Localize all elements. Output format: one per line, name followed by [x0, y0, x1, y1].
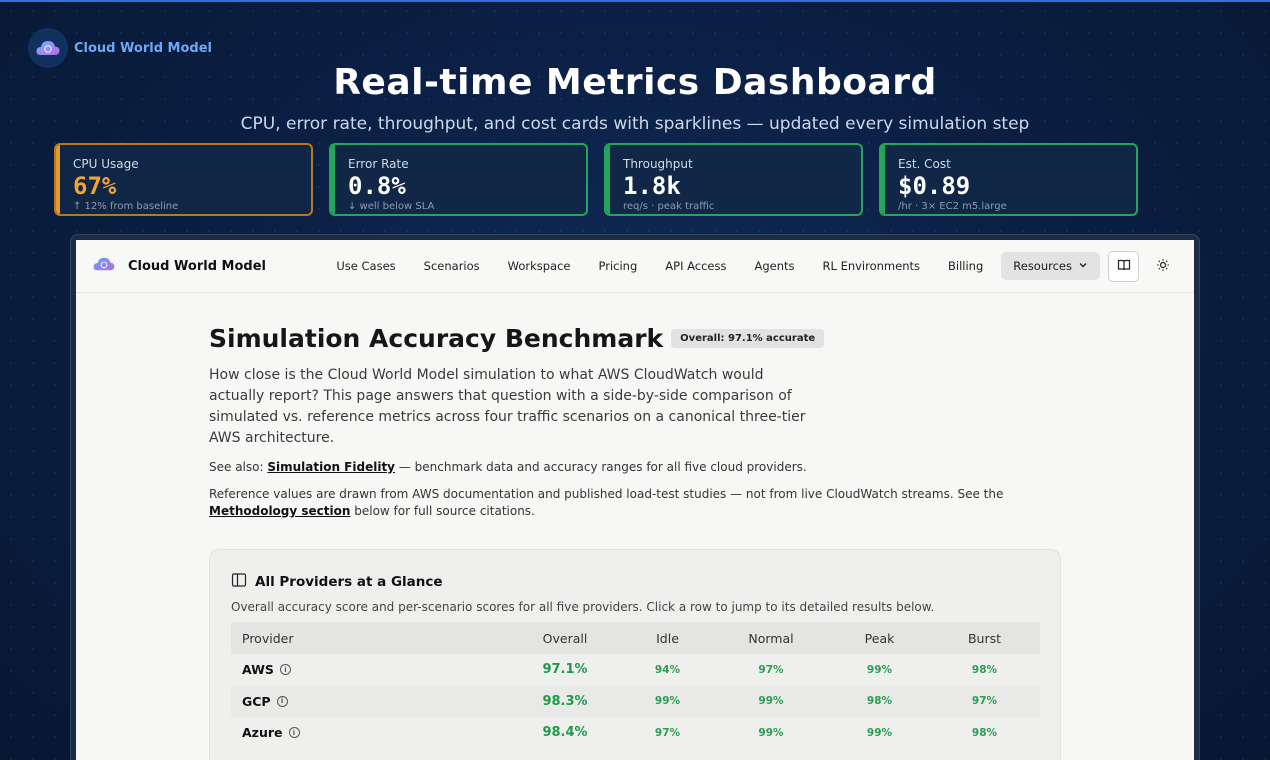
metric-value: $0.89	[898, 172, 971, 200]
overall-score: 97.1%	[542, 662, 588, 678]
methodology-link[interactable]: Methodology section	[209, 504, 351, 518]
docs-button[interactable]	[1108, 250, 1139, 282]
metric-card-error-rate: Error Rate 0.8% ↓ well below SLA	[329, 143, 588, 216]
status-bar	[881, 145, 885, 214]
top-nav: Cloud World Model Use Cases Scenarios Wo…	[76, 240, 1194, 293]
accuracy-badge: Overall: 97.1% accurate	[671, 329, 825, 348]
table-row-azure[interactable]: Azure i 98.4% 97% 99% 99% 98%	[231, 717, 1040, 749]
metric-sub: ↓ well below SLA	[348, 201, 435, 212]
normal-score: 99%	[758, 726, 784, 739]
lead-paragraph: How close is the Cloud World Model simul…	[209, 367, 806, 446]
nav-item-pricing[interactable]: Pricing	[598, 259, 638, 273]
info-icon[interactable]: i	[276, 695, 288, 707]
column-header-normal: Normal	[748, 630, 794, 646]
column-header-peak: Peak	[864, 630, 895, 646]
hero-title: Real-time Metrics Dashboard	[333, 62, 937, 103]
nav-item-billing[interactable]: Billing	[948, 259, 984, 273]
overall-score: 98.3%	[542, 693, 588, 709]
nav-item-use-cases[interactable]: Use Cases	[336, 259, 396, 273]
app-screen: Cloud World Model Use Cases Scenarios Wo…	[76, 240, 1194, 760]
resources-label: Resources	[1013, 259, 1072, 273]
theme-toggle[interactable]	[1147, 251, 1178, 282]
nav-item-rl-environments[interactable]: RL Environments	[822, 259, 920, 273]
table-row-aws[interactable]: AWS i 97.1% 94% 97% 99% 98%	[231, 654, 1040, 686]
columns-icon	[231, 572, 247, 592]
providers-panel: All Providers at a Glance Overall accura…	[209, 549, 1061, 760]
info-icon[interactable]: i	[279, 664, 291, 676]
site-brand[interactable]: Cloud World Model	[28, 28, 212, 68]
table-header-row: Provider Overall Idle Normal Peak Burst	[231, 622, 1040, 654]
normal-score: 97%	[758, 663, 784, 676]
column-header-idle: Idle	[656, 630, 679, 646]
column-header-burst: Burst	[967, 630, 1002, 646]
main-content: Simulation Accuracy Benchmark Overall: 9…	[209, 324, 1069, 520]
metric-cards: CPU Usage 67% ↑ 12% from baseline Error …	[54, 143, 1138, 216]
status-bar	[331, 145, 335, 214]
cloud-logo-icon	[92, 255, 116, 277]
simulation-fidelity-link[interactable]: Simulation Fidelity	[267, 460, 395, 474]
providers-table: Provider Overall Idle Normal Peak Burst …	[231, 622, 1040, 749]
table-row-gcp[interactable]: GCP i 98.3% 99% 99% 98% 97%	[231, 685, 1040, 717]
see-also-suffix: — benchmark data and accuracy ranges for…	[395, 460, 807, 474]
see-also-prefix: See also:	[209, 460, 268, 474]
book-icon	[1117, 257, 1131, 276]
app-brand-name: Cloud World Model	[128, 258, 266, 274]
metric-label: Throughput	[623, 157, 693, 171]
app-brand[interactable]: Cloud World Model	[92, 255, 266, 277]
metric-sub: /hr · 3× EC2 m5.large	[898, 201, 1007, 212]
panel-description: Overall accuracy score and per-scenario …	[231, 600, 935, 614]
see-also-text: See also: Simulation Fidelity — benchmar…	[209, 459, 1069, 476]
overall-score: 98.4%	[542, 725, 588, 741]
status-bar	[606, 145, 610, 214]
top-accent-line	[0, 0, 1270, 2]
hero-subtitle: CPU, error rate, throughput, and cost ca…	[240, 114, 1030, 134]
nav-links: Use Cases Scenarios Workspace Pricing AP…	[322, 250, 1178, 282]
nav-item-workspace[interactable]: Workspace	[507, 259, 571, 273]
nav-item-agents[interactable]: Agents	[754, 259, 795, 273]
reference-text: Reference values are drawn from AWS docu…	[209, 487, 1004, 501]
metric-sub: req/s · peak traffic	[623, 201, 715, 212]
idle-score: 97%	[654, 726, 681, 739]
chevron-down-icon	[1078, 259, 1088, 273]
provider-name: AWS	[242, 662, 274, 678]
sun-icon	[1156, 257, 1170, 276]
peak-score: 98%	[866, 695, 893, 708]
nav-item-api-access[interactable]: API Access	[665, 259, 727, 273]
metric-card-cost: Est. Cost $0.89 /hr · 3× EC2 m5.large	[879, 143, 1138, 216]
peak-score: 99%	[866, 726, 893, 739]
reference-suffix: below for full source citations.	[350, 504, 535, 518]
info-icon[interactable]: i	[288, 727, 300, 739]
burst-score: 97%	[971, 695, 998, 708]
metric-value: 0.8%	[348, 172, 406, 200]
metric-card-throughput: Throughput 1.8k req/s · peak traffic	[604, 143, 863, 216]
metric-label: Est. Cost	[898, 157, 951, 171]
metric-card-cpu: CPU Usage 67% ↑ 12% from baseline	[54, 143, 313, 216]
column-header-provider: Provider	[242, 630, 294, 646]
metric-label: CPU Usage	[73, 157, 139, 171]
normal-score: 99%	[758, 695, 784, 708]
reference-note: Reference values are drawn from AWS docu…	[209, 486, 1069, 520]
metric-value: 67%	[73, 172, 117, 200]
page-title: Simulation Accuracy Benchmark	[209, 324, 664, 353]
burst-score: 98%	[971, 663, 998, 676]
cloud-logo-icon	[28, 28, 68, 68]
metric-label: Error Rate	[348, 157, 409, 171]
status-bar	[56, 145, 60, 214]
idle-score: 94%	[654, 663, 681, 676]
panel-title: All Providers at a Glance	[255, 574, 443, 590]
nav-item-scenarios[interactable]: Scenarios	[423, 259, 480, 273]
idle-score: 99%	[654, 695, 681, 708]
resources-dropdown[interactable]: Resources	[1001, 252, 1100, 280]
metric-sub: ↑ 12% from baseline	[73, 201, 179, 212]
provider-name: GCP	[242, 693, 271, 709]
column-header-overall: Overall	[542, 630, 588, 646]
brand-name: Cloud World Model	[74, 40, 212, 56]
peak-score: 99%	[866, 663, 893, 676]
burst-score: 98%	[971, 726, 998, 739]
metric-value: 1.8k	[623, 172, 681, 200]
provider-name: Azure	[242, 725, 283, 741]
